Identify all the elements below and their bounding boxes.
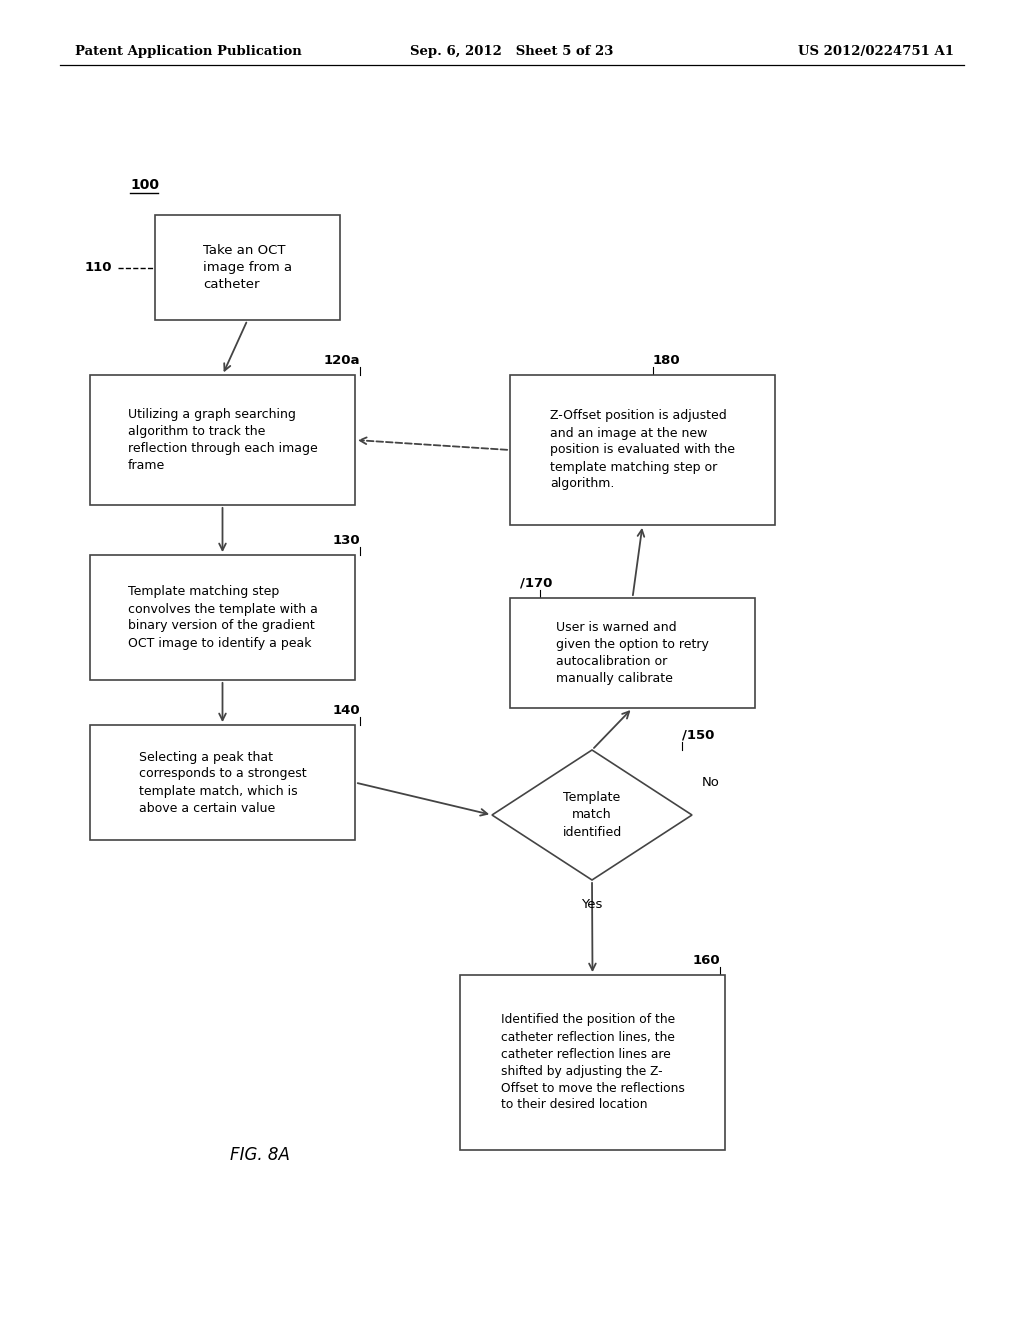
Text: Yes: Yes <box>582 898 603 911</box>
Text: No: No <box>702 776 720 789</box>
Text: Z-Offset position is adjusted
and an image at the new
position is evaluated with: Z-Offset position is adjusted and an ima… <box>550 409 735 491</box>
FancyBboxPatch shape <box>510 375 775 525</box>
FancyBboxPatch shape <box>510 598 755 708</box>
Text: 180: 180 <box>652 354 680 367</box>
Text: FIG. 8A: FIG. 8A <box>230 1146 290 1164</box>
Text: /170: /170 <box>520 577 552 590</box>
Text: Template
match
identified: Template match identified <box>562 792 622 838</box>
FancyBboxPatch shape <box>90 375 355 506</box>
Text: User is warned and
given the option to retry
autocalibration or
manually calibra: User is warned and given the option to r… <box>556 620 709 685</box>
Text: US 2012/0224751 A1: US 2012/0224751 A1 <box>798 45 954 58</box>
Text: Take an OCT
image from a
catheter: Take an OCT image from a catheter <box>203 244 292 290</box>
Text: 120a: 120a <box>324 354 360 367</box>
Text: 130: 130 <box>333 535 360 546</box>
Polygon shape <box>492 750 692 880</box>
Text: 160: 160 <box>692 954 720 968</box>
Text: 100: 100 <box>130 178 159 191</box>
Text: Patent Application Publication: Patent Application Publication <box>75 45 302 58</box>
FancyBboxPatch shape <box>460 975 725 1150</box>
Text: Selecting a peak that
corresponds to a strongest
template match, which is
above : Selecting a peak that corresponds to a s… <box>138 751 306 814</box>
Text: Template matching step
convolves the template with a
binary version of the gradi: Template matching step convolves the tem… <box>128 586 317 649</box>
FancyBboxPatch shape <box>155 215 340 319</box>
Text: 110: 110 <box>85 261 112 275</box>
Text: Sep. 6, 2012   Sheet 5 of 23: Sep. 6, 2012 Sheet 5 of 23 <box>411 45 613 58</box>
FancyBboxPatch shape <box>90 554 355 680</box>
Text: 140: 140 <box>333 704 360 717</box>
Text: Utilizing a graph searching
algorithm to track the
reflection through each image: Utilizing a graph searching algorithm to… <box>128 408 317 473</box>
Text: /150: /150 <box>682 729 715 742</box>
Text: Identified the position of the
catheter reflection lines, the
catheter reflectio: Identified the position of the catheter … <box>501 1014 684 1111</box>
FancyBboxPatch shape <box>90 725 355 840</box>
